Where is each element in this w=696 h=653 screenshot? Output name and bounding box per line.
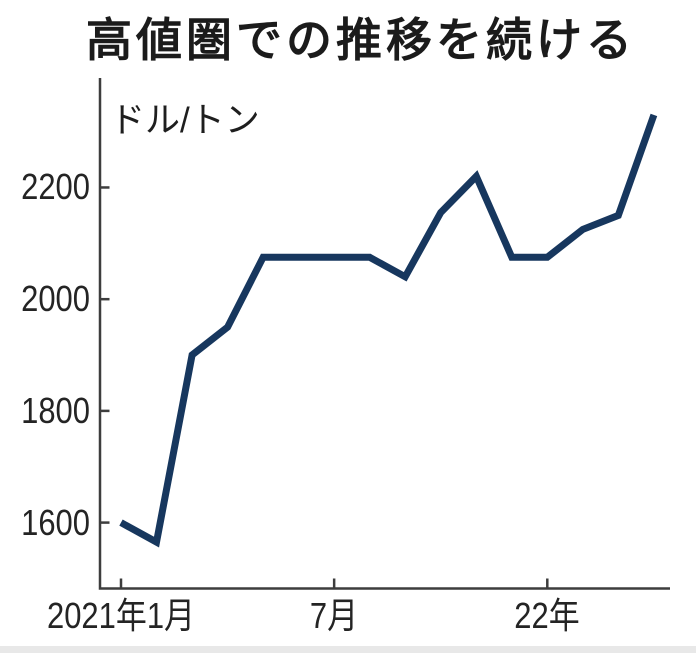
x-tick-label: 22年 xyxy=(514,595,580,636)
chart-title: 高値圏での推移を続ける xyxy=(86,14,636,66)
x-tick-label: 7月 xyxy=(310,595,359,636)
y-tick-label: 2200 xyxy=(21,166,91,208)
x-tick-label: 2021年1月 xyxy=(46,595,196,636)
price-line xyxy=(119,113,658,548)
y-tick-label: 1800 xyxy=(21,389,91,431)
y-tick-label: 1600 xyxy=(21,501,91,543)
axes xyxy=(98,78,670,590)
bottom-divider xyxy=(0,646,696,653)
unit-label: ドル/トン xyxy=(110,101,260,140)
y-tick-label: 2000 xyxy=(21,278,91,320)
